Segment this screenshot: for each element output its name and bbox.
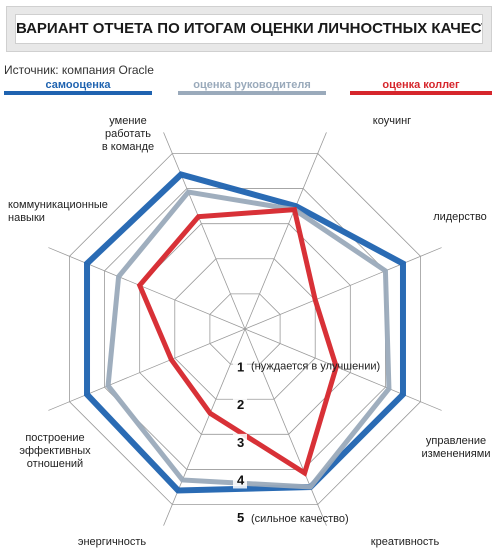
axis-label-4: креативность — [371, 536, 440, 548]
axis-label-5: энергичность — [78, 536, 147, 548]
axis-label-1: коучинг — [373, 115, 411, 127]
axis-label-2: лидерство — [433, 211, 487, 223]
legend-label-manager: оценка руководителя — [193, 79, 311, 91]
axis-label-3: управление изменениями — [422, 435, 491, 460]
axis-label-8: умение работать в команде — [102, 115, 154, 153]
source-note: Источник: компания Oracle — [4, 63, 154, 77]
scale-label-1: 1 — [237, 360, 244, 375]
spoke-2 — [244, 247, 442, 330]
series-line-2 — [105, 189, 392, 490]
legend-swatch-self — [4, 91, 152, 95]
spoke-1 — [244, 132, 327, 330]
scale-label-5: 5 — [237, 510, 244, 525]
legend-item-manager: оценка руководителя — [178, 79, 326, 95]
spoke-6 — [48, 328, 246, 411]
scale-label-bg-2 — [233, 396, 247, 414]
scale-label-bg-3 — [233, 433, 247, 451]
spoke-4 — [244, 328, 327, 526]
scale-label-3: 3 — [237, 435, 244, 450]
legend-item-self: самооценка — [4, 79, 152, 95]
series-line-3 — [136, 206, 339, 477]
legend-swatch-peers — [350, 91, 492, 95]
spoke-7 — [48, 247, 246, 330]
scale-label-bg-4 — [233, 471, 247, 489]
scale-label-bg-5 — [233, 509, 247, 527]
axis-label-6: построение эффективных отношений — [19, 432, 91, 470]
scale-label-bg-1 — [233, 358, 247, 376]
scale-label-4: 4 — [237, 472, 245, 487]
scale-note-1: (нуждается в улучшении) — [251, 361, 380, 373]
axis-label-7: коммуникационные навыки — [8, 199, 108, 224]
series-line-1 — [84, 171, 406, 494]
spoke-3 — [244, 328, 442, 411]
legend-swatch-manager — [178, 91, 326, 95]
legend-item-peers: оценка коллег — [350, 79, 492, 95]
chart-title: ВАРИАНТ ОТЧЕТА ПО ИТОГАМ ОЦЕНКИ ЛИЧНОСТН… — [15, 14, 483, 44]
scale-note-5: (сильное качество) — [251, 513, 349, 525]
scale-label-2: 2 — [237, 397, 244, 412]
legend-label-self: самооценка — [45, 79, 111, 91]
title-frame: ВАРИАНТ ОТЧЕТА ПО ИТОГАМ ОЦЕНКИ ЛИЧНОСТН… — [6, 6, 492, 52]
legend-label-peers: оценка коллег — [382, 79, 460, 91]
spoke-8 — [163, 132, 246, 330]
